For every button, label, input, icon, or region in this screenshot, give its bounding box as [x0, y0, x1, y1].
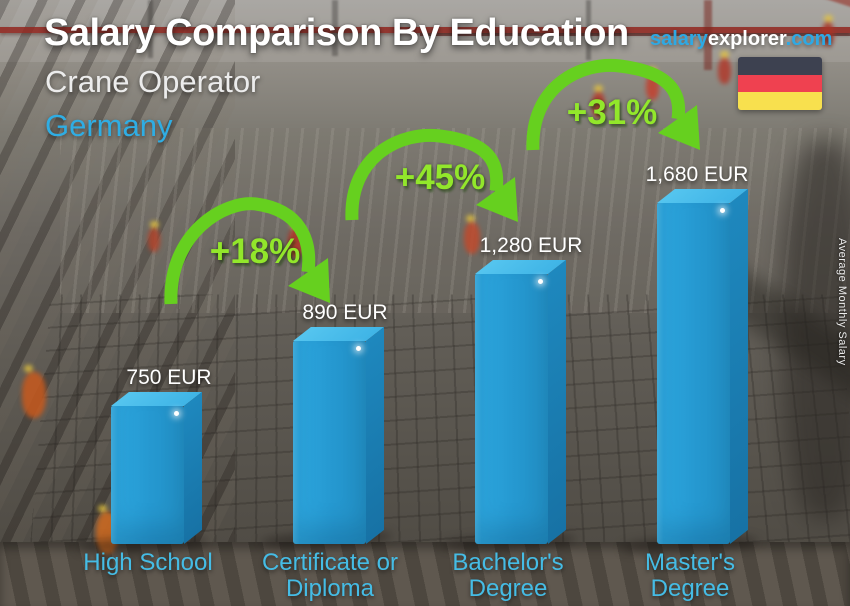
- y-axis-label: Average Monthly Salary: [836, 238, 848, 366]
- worker-figure: [718, 51, 731, 84]
- background-foreground-blur: [782, 140, 850, 520]
- worker-figure: [464, 215, 480, 254]
- increase-label-1: +18%: [209, 232, 301, 271]
- background-post: [148, 0, 153, 58]
- background-planks: [0, 542, 850, 606]
- flag-stripe-gold: [738, 92, 822, 110]
- job-title: Crane Operator: [45, 64, 261, 99]
- brand-explorer: explorer: [707, 28, 786, 50]
- country-name: Germany: [45, 108, 173, 143]
- flag-stripe-red: [738, 74, 822, 93]
- flag-stripe-black: [738, 57, 822, 75]
- worker-figure: [148, 221, 160, 252]
- background-post: [586, 0, 591, 60]
- increase-label-2: +45%: [394, 158, 486, 197]
- background-red-beam: [0, 27, 850, 33]
- page-title: Salary Comparison By Education: [44, 12, 629, 54]
- brand-salary: salary: [650, 28, 708, 50]
- background-red-beam-2: [420, 33, 850, 36]
- brand-dotcom: .com: [785, 28, 833, 50]
- background-rebar-mesh: [28, 294, 850, 561]
- germany-flag-icon: [738, 57, 822, 110]
- worker-figure: [22, 365, 46, 418]
- background-post: [332, 0, 338, 56]
- brand-logo[interactable]: salaryexplorer.com: [650, 28, 832, 51]
- worker-figure: [822, 15, 834, 46]
- background-red-pole: [704, 0, 712, 70]
- increase-label-3: +31%: [566, 93, 658, 132]
